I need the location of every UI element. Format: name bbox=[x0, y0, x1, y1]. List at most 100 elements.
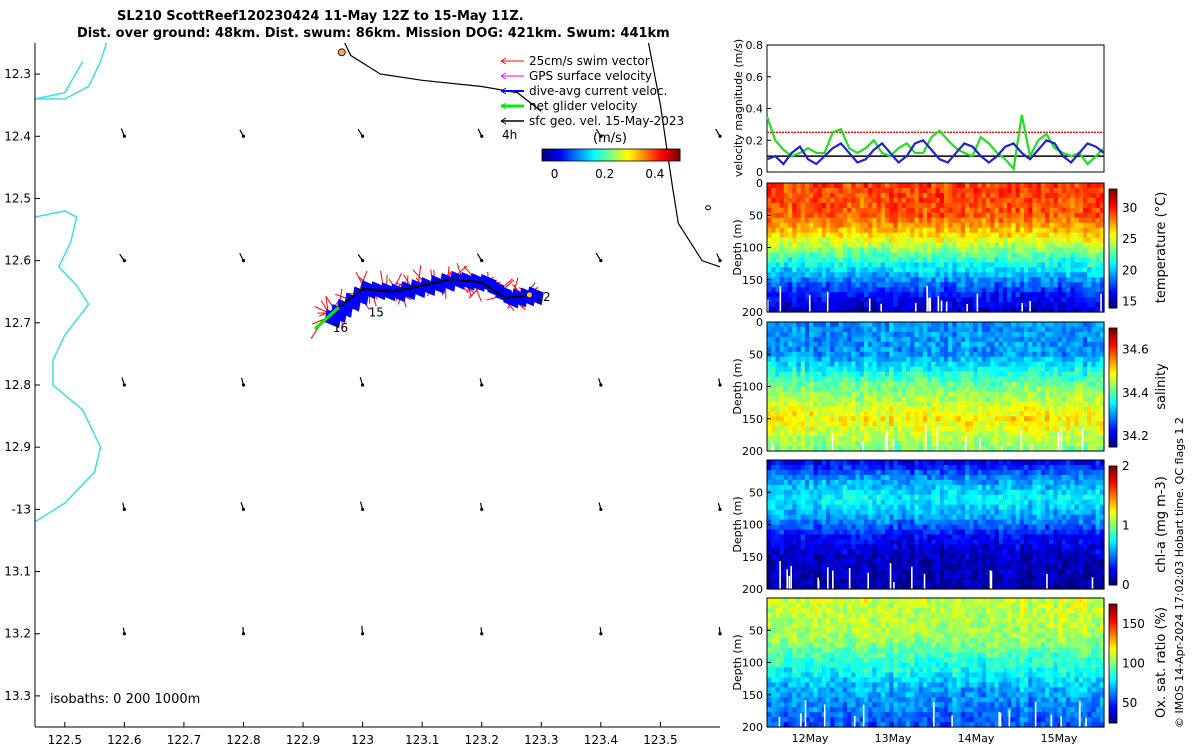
section-cell bbox=[935, 401, 941, 407]
section-cell bbox=[1095, 341, 1101, 348]
section-cell bbox=[1053, 212, 1059, 219]
section-cell bbox=[1032, 341, 1038, 348]
section-cell bbox=[1049, 322, 1055, 328]
section-cell bbox=[948, 277, 953, 283]
section-cell bbox=[1036, 297, 1042, 303]
section-cell bbox=[1045, 297, 1050, 303]
section-cell bbox=[855, 441, 861, 447]
section-cell bbox=[977, 187, 983, 194]
map-colorbar-cell bbox=[606, 149, 610, 161]
section-cell bbox=[918, 341, 924, 348]
section-cell bbox=[880, 381, 886, 388]
section-cell bbox=[1066, 267, 1071, 273]
map-colorbar-cell bbox=[546, 149, 549, 161]
section-cell bbox=[771, 227, 777, 234]
section-cell bbox=[800, 529, 806, 536]
section-cell bbox=[804, 217, 810, 224]
section-cell bbox=[775, 366, 781, 373]
section-cell bbox=[977, 326, 983, 333]
section-cell bbox=[771, 544, 777, 550]
section-cell bbox=[872, 391, 878, 398]
section-cell bbox=[990, 391, 996, 398]
section-cell bbox=[889, 381, 894, 388]
section-cell bbox=[1091, 207, 1097, 214]
section-cell bbox=[889, 411, 894, 417]
section-cell bbox=[969, 376, 975, 383]
section-cell bbox=[1099, 252, 1105, 259]
section-cell bbox=[830, 247, 835, 254]
section-cell bbox=[1053, 341, 1059, 348]
section-cell bbox=[939, 267, 945, 273]
section-cell bbox=[809, 441, 814, 447]
section-cell bbox=[897, 272, 903, 278]
section-cell bbox=[948, 207, 953, 214]
section-cell bbox=[1087, 381, 1092, 388]
section-cell bbox=[872, 341, 878, 348]
section-cell bbox=[863, 341, 869, 348]
section-cell bbox=[1070, 406, 1076, 412]
section-cell bbox=[889, 371, 894, 378]
section-cell bbox=[783, 519, 789, 526]
section-cell bbox=[1036, 227, 1042, 234]
section-cell bbox=[889, 322, 894, 328]
section-cell bbox=[981, 331, 987, 338]
section-cell bbox=[901, 237, 907, 244]
section-cell bbox=[863, 371, 869, 378]
section-cell bbox=[876, 441, 882, 447]
section-cell bbox=[1011, 426, 1017, 432]
section-cell bbox=[990, 197, 996, 204]
section-cell bbox=[1057, 356, 1063, 363]
section-cell bbox=[981, 421, 987, 427]
section-cell bbox=[1070, 217, 1076, 224]
section-cell bbox=[893, 421, 899, 427]
section-cell bbox=[994, 346, 1000, 353]
section-cell bbox=[986, 322, 991, 328]
section-cell bbox=[931, 222, 937, 229]
sfc-geo-vector-head bbox=[122, 383, 126, 387]
section-cell bbox=[1032, 326, 1038, 333]
section-colorbar-cell bbox=[1109, 285, 1117, 289]
section-cell bbox=[1045, 222, 1050, 229]
section-cell bbox=[922, 376, 928, 383]
section-cell bbox=[1078, 446, 1084, 452]
section-cell bbox=[838, 192, 844, 199]
section-cell bbox=[990, 297, 996, 303]
section-cell bbox=[1078, 391, 1084, 398]
section-cell bbox=[1007, 192, 1012, 199]
section-cell bbox=[779, 514, 785, 521]
section-cell bbox=[935, 262, 941, 268]
section-cell bbox=[1074, 351, 1080, 358]
section-cell bbox=[986, 207, 991, 214]
section-cell bbox=[851, 183, 857, 189]
section-cell bbox=[981, 326, 987, 333]
section-cell bbox=[973, 341, 979, 348]
section-cell bbox=[771, 564, 777, 570]
section-cell bbox=[906, 322, 911, 328]
section-cell bbox=[796, 474, 802, 481]
section-cell bbox=[825, 267, 831, 273]
section-cell bbox=[825, 401, 831, 407]
section-cell bbox=[1032, 406, 1038, 412]
section-cell bbox=[897, 366, 903, 373]
section-cell bbox=[1007, 207, 1012, 214]
section-cell bbox=[783, 411, 789, 417]
legend-entry: GPS surface velocity bbox=[529, 69, 652, 83]
section-cell bbox=[1040, 431, 1046, 437]
section-cell bbox=[783, 351, 789, 358]
section-cell bbox=[1036, 257, 1042, 263]
section-cell bbox=[851, 361, 857, 368]
sfc-geo-vector-head bbox=[480, 134, 484, 138]
section-cell bbox=[792, 426, 798, 432]
section-cell bbox=[914, 381, 920, 388]
section-cell bbox=[1061, 207, 1067, 214]
section-cell bbox=[771, 346, 777, 353]
section-cell bbox=[1091, 272, 1097, 278]
section-cell bbox=[1015, 183, 1021, 189]
section-cell bbox=[838, 183, 844, 189]
section-cell bbox=[952, 356, 958, 363]
section-cell bbox=[813, 381, 819, 388]
section-cell bbox=[927, 287, 932, 293]
section-cell bbox=[994, 361, 1000, 368]
section-cell bbox=[893, 411, 899, 417]
section-cell bbox=[792, 584, 798, 590]
